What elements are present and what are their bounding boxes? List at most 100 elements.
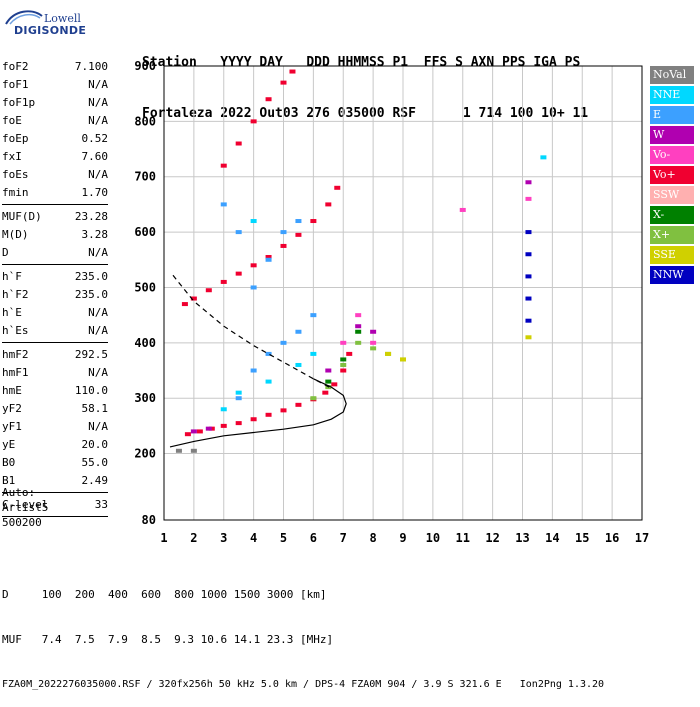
echo-point <box>190 448 197 453</box>
echo-point <box>235 141 242 146</box>
echo-point <box>370 329 377 334</box>
footer-distance-row: D 100 200 400 600 800 1000 1500 3000 [km… <box>2 588 327 601</box>
param-value: N/A <box>88 168 108 181</box>
echo-point <box>235 396 242 401</box>
echo-point <box>235 390 242 395</box>
param-name: yF2 <box>2 402 22 415</box>
param-name: foEs <box>2 168 29 181</box>
param-row: yF1 N/A <box>2 418 108 436</box>
parameters-panel: foF2 7.100 foF1 N/A foF1p N/A foE N/A foEp 0.52 fx… <box>2 58 108 520</box>
parameters-group-profile: hmF2 292.5 hmF1 N/A hmE 110.0 yF2 58.1 yF1 N/A yE 2… <box>2 346 108 490</box>
param-value: 23.28 <box>74 210 108 223</box>
legend-item: Vo- <box>650 146 694 164</box>
echo-point <box>400 357 406 362</box>
param-row: D N/A <box>2 244 108 262</box>
echo-point <box>525 230 532 235</box>
y-tick-label: 200 <box>134 447 156 461</box>
param-row: foF1p N/A <box>2 94 108 112</box>
echo-point <box>280 408 287 413</box>
param-row: fxI 7.60 <box>2 148 108 166</box>
echo-point <box>235 271 242 276</box>
echo-point <box>355 329 362 334</box>
echo-point <box>235 421 242 426</box>
param-row: foE N/A <box>2 112 108 130</box>
param-value: 58.1 <box>81 402 109 415</box>
param-value: 33 <box>94 498 108 511</box>
header-values: Fortaleza 2022 Out03 276 035000 RSF 1 71… <box>142 106 589 121</box>
echo-point <box>525 180 532 185</box>
param-row: B0 55.0 <box>2 454 108 472</box>
param-row: B1 2.49 <box>2 472 108 490</box>
legend-item: X+ <box>650 226 694 244</box>
echo-point <box>250 417 257 422</box>
echo-point <box>220 407 227 412</box>
param-row: hmF1 N/A <box>2 364 108 382</box>
x-tick-label: 10 <box>426 531 440 545</box>
param-name: C-level <box>2 498 49 511</box>
param-value: 235.0 <box>74 288 108 301</box>
legend-item: NNW <box>650 266 694 284</box>
echo-point <box>295 362 302 367</box>
param-name: foE <box>2 114 22 127</box>
echo-point <box>280 230 287 235</box>
echo-point <box>525 335 532 340</box>
echo-point <box>525 252 532 257</box>
footer-muf-row: MUF 7.4 7.5 7.9 8.5 9.3 10.6 14.1 23.3 [… <box>2 633 334 646</box>
echo-point <box>346 351 353 356</box>
electron-density-profile-line <box>169 378 347 448</box>
x-tick-label: 17 <box>635 531 649 545</box>
echo-point <box>235 230 242 235</box>
echo-point <box>340 362 347 367</box>
echo-point <box>250 263 257 268</box>
legend-item: NoVal <box>650 66 694 84</box>
param-value: N/A <box>88 420 108 433</box>
logo-brand: Lowell <box>44 12 81 25</box>
param-name: hmF1 <box>2 366 29 379</box>
echo-point <box>355 324 362 329</box>
auto-software: Artist5 <box>2 501 49 514</box>
echo-point <box>250 119 257 124</box>
echo-point <box>190 296 197 301</box>
echo-point <box>250 368 257 373</box>
echo-point <box>250 285 257 290</box>
x-tick-label: 4 <box>250 531 257 545</box>
auto-version: 500200 <box>2 516 42 529</box>
echo-point <box>295 232 302 237</box>
echo-point <box>295 402 302 407</box>
echo-point <box>175 448 182 453</box>
y-tick-label: 400 <box>134 336 156 350</box>
param-value: 1.70 <box>81 186 109 199</box>
param-name: fmin <box>2 186 29 199</box>
echo-point <box>265 255 272 260</box>
logo-product: DIGISONDE <box>14 24 87 37</box>
echo-point <box>250 219 257 224</box>
param-name: h`Es <box>2 324 29 337</box>
param-row: hmE 110.0 <box>2 382 108 400</box>
footer: D 100 200 400 600 800 1000 1500 3000 [km… <box>2 557 604 707</box>
chart-marks <box>175 69 547 453</box>
param-value: N/A <box>88 96 108 109</box>
param-row: M(D) 3.28 <box>2 226 108 244</box>
echo-point <box>280 243 287 248</box>
echo-point <box>525 296 532 301</box>
echo-point <box>265 97 272 102</box>
echo-point <box>355 340 362 345</box>
echo-point <box>295 329 302 334</box>
y-tick-label: 600 <box>134 225 156 239</box>
divider <box>2 516 108 517</box>
param-value: N/A <box>88 114 108 127</box>
divider <box>2 342 108 343</box>
echo-point <box>331 382 338 387</box>
x-tick-label: 12 <box>485 531 499 545</box>
parameters-group-virtual-heights: h`F 235.0 h`F2 235.0 h`E N/A h`Es N/A <box>2 268 108 340</box>
echo-point <box>325 202 332 207</box>
x-tick-label: 9 <box>399 531 406 545</box>
y-tick-label: 900 <box>134 59 156 73</box>
echo-point <box>540 155 547 160</box>
param-name: h`E <box>2 306 22 319</box>
echo-point <box>340 357 347 362</box>
param-name: yE <box>2 438 16 451</box>
echo-point <box>265 412 272 417</box>
param-value: 3.28 <box>81 228 109 241</box>
x-tick-label: 2 <box>190 531 197 545</box>
